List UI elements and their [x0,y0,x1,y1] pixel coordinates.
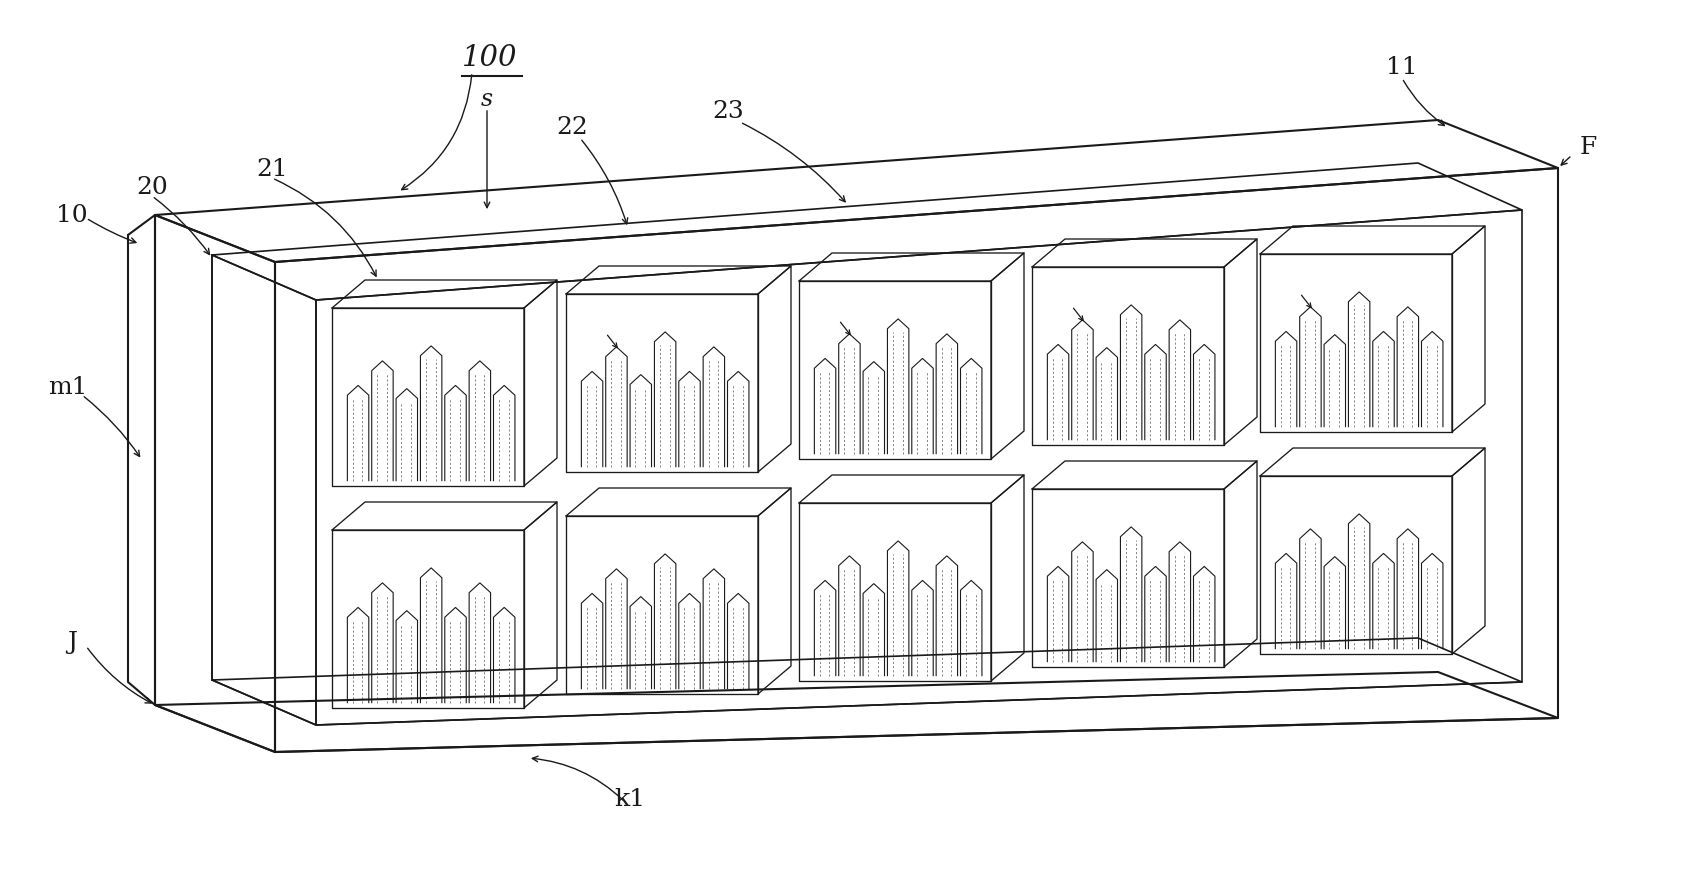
Text: 11: 11 [1387,56,1417,79]
Text: m1: m1 [49,377,88,399]
Text: 100: 100 [462,44,517,72]
Text: s: s [480,88,494,112]
Text: 20: 20 [136,177,169,199]
Text: 21: 21 [256,158,288,181]
Text: 10: 10 [56,204,88,227]
Text: 23: 23 [713,101,743,123]
Text: J: J [67,630,78,654]
Text: k1: k1 [615,789,645,812]
Text: F: F [1581,137,1597,160]
Text: 22: 22 [556,116,588,139]
